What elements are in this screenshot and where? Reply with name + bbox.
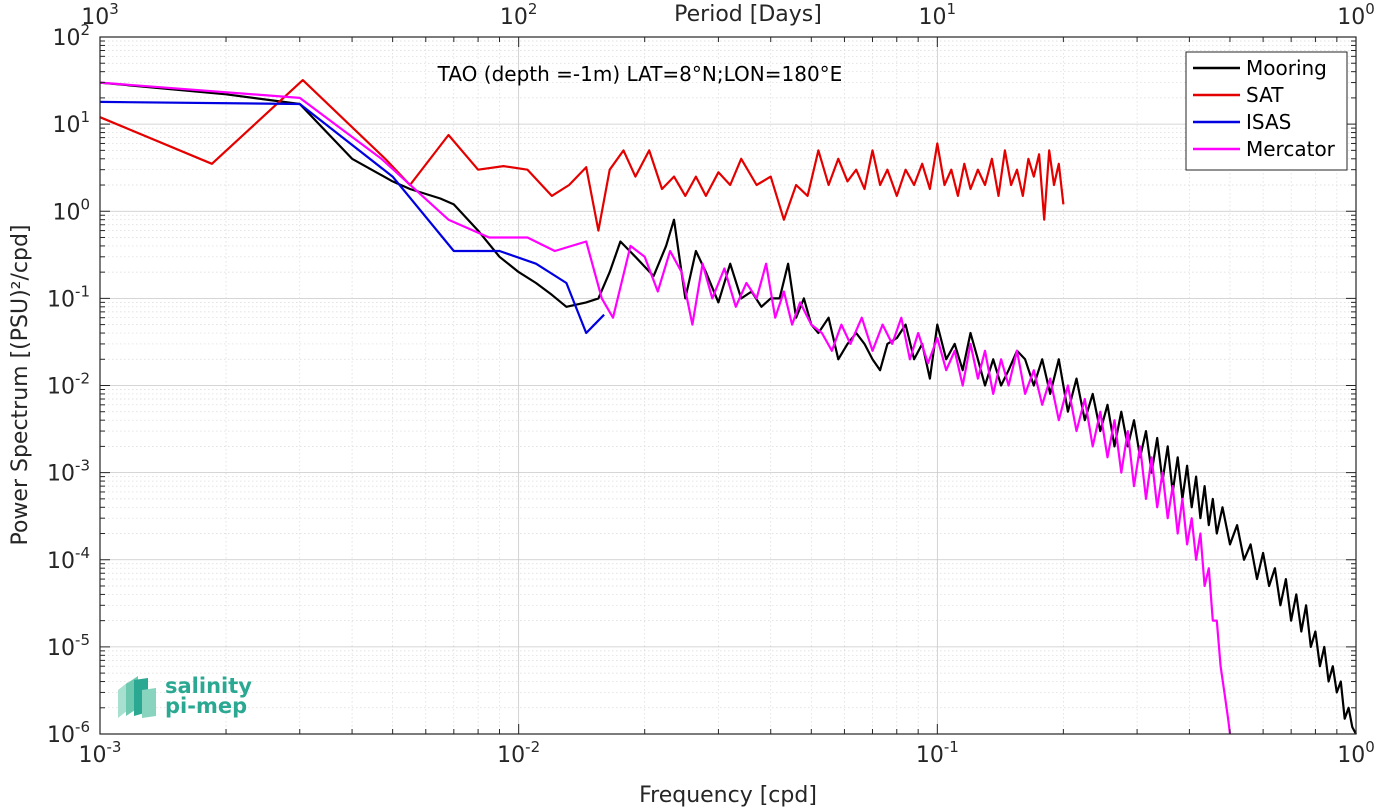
y-tick-label: 101 bbox=[52, 108, 90, 138]
chart-title: TAO (depth =-1m) LAT=8°N;LON=180°E bbox=[437, 62, 843, 86]
logo-line2: pi-mep bbox=[165, 694, 247, 718]
series-line-sat bbox=[99, 78, 1065, 232]
x-tick-label: 10-2 bbox=[497, 738, 540, 768]
y-tick-label: 10-3 bbox=[47, 457, 90, 487]
legend-label-sat: SAT bbox=[1246, 83, 1284, 107]
y-tick-label: 100 bbox=[52, 195, 90, 225]
legend-label-mercator: Mercator bbox=[1246, 137, 1336, 161]
y-tick-label: 10-5 bbox=[47, 631, 90, 661]
y-tick-label: 102 bbox=[52, 21, 90, 51]
y-tick-label: 10-4 bbox=[47, 544, 90, 574]
top-tick-label: 101 bbox=[919, 0, 957, 30]
salinity-pi-mep-logo: salinity pi-mep bbox=[118, 674, 252, 718]
y-tick-label: 10-6 bbox=[47, 718, 90, 748]
legend-label-mooring: Mooring bbox=[1246, 56, 1327, 80]
x-tick-label: 10-3 bbox=[79, 738, 122, 768]
series-line-mercator bbox=[99, 81, 1232, 735]
top-tick-label: 100 bbox=[1337, 0, 1375, 30]
y-tick-label: 10-1 bbox=[47, 282, 90, 312]
y-axis-title: Power Spectrum [(PSU)²/cpd] bbox=[8, 224, 33, 545]
logo-line1: salinity bbox=[165, 674, 252, 698]
x-tick-label: 10-1 bbox=[916, 738, 959, 768]
top-axis-title: Period [Days] bbox=[674, 2, 822, 27]
x-tick-label: 100 bbox=[1337, 738, 1375, 768]
series-line-mooring bbox=[99, 81, 1357, 735]
series-line-isas bbox=[99, 100, 605, 335]
legend-label-isas: ISAS bbox=[1246, 110, 1291, 134]
legend: Mooring SAT ISAS Mercator bbox=[1185, 51, 1348, 171]
y-tick-label: 10-2 bbox=[47, 370, 90, 400]
ticks-layer bbox=[99, 36, 1357, 735]
top-tick-label: 102 bbox=[500, 0, 538, 30]
x-axis-title: Frequency [cpd] bbox=[639, 783, 817, 808]
top-tick-label: 103 bbox=[81, 0, 119, 30]
legend-box bbox=[1185, 51, 1348, 171]
series-layer bbox=[99, 78, 1357, 735]
